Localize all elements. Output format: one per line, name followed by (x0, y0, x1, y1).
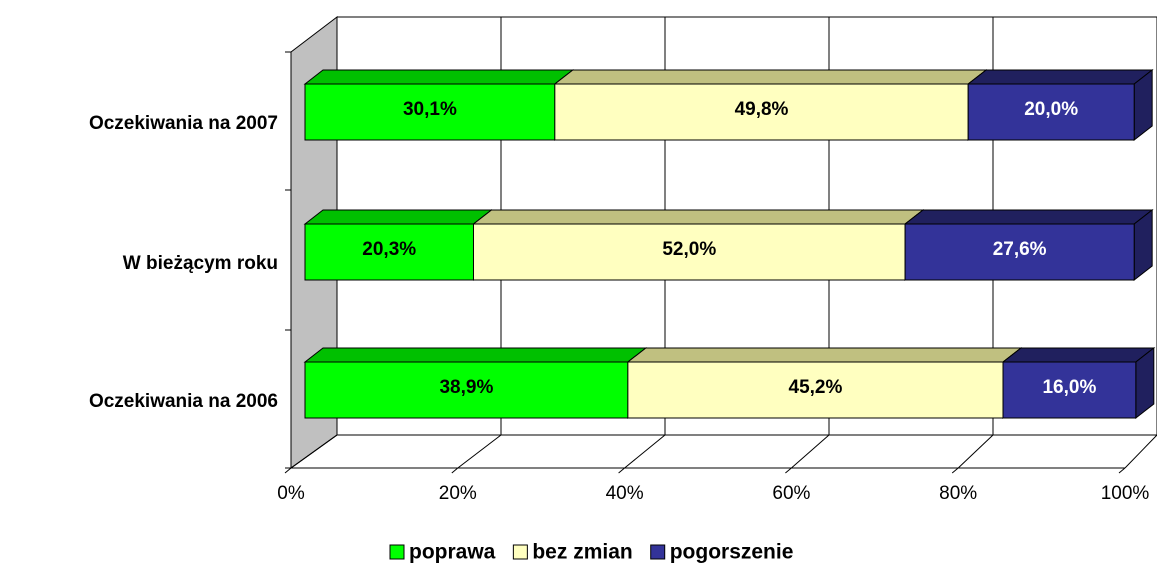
bar (967, 83, 1135, 141)
data-label: 52,0% (662, 239, 716, 260)
bar (904, 223, 1135, 281)
data-label: 49,8% (735, 99, 789, 120)
floor-grid-line (290, 434, 338, 469)
bar (472, 223, 906, 281)
data-label: 45,2% (789, 377, 843, 398)
legend-swatch (512, 544, 528, 560)
bar (304, 223, 474, 281)
bar-top (903, 209, 1154, 225)
category-label: Oczekiwania na 2007 (89, 113, 278, 134)
x-tick-label: 60% (772, 483, 810, 504)
bar (304, 361, 629, 419)
bar-top (303, 347, 648, 363)
data-label: 20,3% (362, 239, 416, 260)
category-label: Oczekiwania na 2006 (89, 391, 278, 412)
category-label: W bieżącym roku (123, 253, 278, 274)
bar-top (1001, 347, 1156, 363)
legend-swatch (650, 544, 666, 560)
x-tick (618, 467, 625, 474)
bar-top (626, 347, 1023, 363)
bar-top (303, 209, 493, 225)
bar (304, 83, 556, 141)
bar-top (966, 69, 1154, 85)
legend-label: pogorszenie (670, 541, 794, 564)
data-label: 27,6% (993, 239, 1047, 260)
x-tick (1118, 467, 1126, 474)
data-label: 20,0% (1024, 99, 1078, 120)
floor-grid-line (791, 434, 830, 469)
floor-grid-line (1124, 434, 1157, 469)
x-tick-label: 20% (439, 483, 477, 504)
x-tick-label: 0% (277, 483, 305, 504)
legend-swatch (389, 544, 405, 560)
x-tick (785, 467, 792, 474)
bar-top (303, 69, 575, 85)
floor-grid-line (957, 434, 994, 469)
x-tick-label: 100% (1101, 483, 1150, 504)
x-tick (284, 467, 292, 474)
data-label: 38,9% (439, 377, 493, 398)
legend-label: poprawa (409, 541, 496, 564)
bar-top (553, 69, 988, 85)
data-label: 16,0% (1042, 377, 1096, 398)
x-tick-label: 80% (939, 483, 977, 504)
bar (1002, 361, 1137, 419)
legend-label: bez zmian (532, 541, 632, 564)
bar (554, 83, 969, 141)
data-label: 30,1% (403, 99, 457, 120)
x-tick (951, 467, 959, 474)
x-tick (451, 467, 459, 474)
bar-top (472, 209, 925, 225)
floor-grid-line (624, 434, 666, 469)
floor-back (290, 434, 1157, 469)
x-tick-label: 40% (606, 483, 644, 504)
floor-grid-line (457, 434, 502, 469)
bar (627, 361, 1004, 419)
